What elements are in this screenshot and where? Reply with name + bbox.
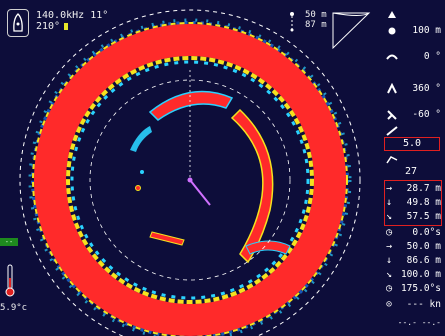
inner-echo-strip bbox=[149, 231, 185, 246]
marker-row-slant: ↘ 57.5 m bbox=[378, 210, 445, 224]
readout-row-1: ◷ 0.0°s bbox=[378, 226, 445, 240]
tilt-angle-icon bbox=[386, 54, 398, 60]
arrow-right-icon: → bbox=[386, 241, 393, 252]
readout-4-value: 100.0 m bbox=[400, 269, 441, 280]
inner-echo-dot-2 bbox=[140, 170, 144, 174]
arrow-down-icon: ↓ bbox=[386, 255, 393, 266]
boat-icon bbox=[13, 13, 23, 32]
panel-row-angle[interactable]: -60 ° bbox=[378, 108, 445, 122]
water-temperature: 5.9°c bbox=[0, 303, 28, 313]
panel-angle-value: -60 ° bbox=[412, 109, 441, 120]
echo-ring-outer-edge bbox=[32, 22, 348, 336]
clock-icon: ◷ bbox=[386, 283, 393, 294]
boat-mode-button[interactable] bbox=[7, 9, 29, 37]
speed-row: ⊙ --- kn bbox=[378, 298, 445, 312]
clock-icon: ◷ bbox=[386, 227, 393, 238]
transducer-status-tag: -- bbox=[0, 238, 18, 246]
readout-row-5: ◷ 175.0°s bbox=[378, 282, 445, 296]
marker-horizontal-value: 28.7 m bbox=[406, 183, 441, 194]
marker-vertical-value: 49.8 m bbox=[406, 197, 441, 208]
heading-value: 210° bbox=[36, 21, 61, 32]
range-readout: 50 m 87 m bbox=[305, 10, 327, 30]
inner-echo-lower-right bbox=[245, 240, 291, 255]
tilt-marker-icon bbox=[64, 22, 69, 30]
train-icon bbox=[387, 83, 397, 94]
panel-row-train[interactable]: 360 ° bbox=[378, 82, 445, 96]
weak-echo-halo-2 bbox=[28, 18, 352, 336]
bottom-dashes: --.- --.- bbox=[397, 318, 441, 327]
panel-range-value: 100 m bbox=[412, 25, 441, 36]
inner-echo-dot bbox=[135, 185, 141, 191]
step-value-box[interactable]: 5.0 bbox=[384, 137, 440, 151]
arrow-right-icon: → bbox=[386, 183, 393, 194]
panel-train-value: 360 ° bbox=[412, 83, 441, 94]
panel-row-range[interactable]: 100 m bbox=[378, 24, 445, 38]
panel-tilt-value: 0 ° bbox=[423, 51, 441, 62]
inner-echo-right bbox=[230, 108, 274, 264]
readout-5-value: 175.0°s bbox=[400, 283, 441, 294]
frequency-readout: 140.0kHz 11° 210° bbox=[36, 10, 108, 32]
readout-2-value: 50.0 m bbox=[406, 241, 441, 252]
readout-row-3: ↓ 86.6 m bbox=[378, 254, 445, 268]
marker-row-vertical: ↓ 49.8 m bbox=[378, 196, 445, 210]
range-value: 50 m bbox=[305, 10, 327, 20]
gain-value: 27 bbox=[405, 166, 418, 177]
bottom-dashes-row: --.- --.- bbox=[378, 316, 445, 330]
readout-1-value: 0.0°s bbox=[412, 227, 441, 238]
thermometer-icon bbox=[5, 264, 15, 297]
speed-icon: ⊙ bbox=[386, 299, 393, 310]
frequency-value: 140.0kHz bbox=[36, 10, 85, 21]
inner-echo-left bbox=[130, 126, 152, 152]
arrow-down-icon: ↓ bbox=[386, 197, 393, 208]
marker-slant-value: 57.5 m bbox=[406, 211, 441, 222]
range-icon bbox=[388, 27, 396, 35]
angle-icon bbox=[387, 110, 397, 120]
gain-icon bbox=[386, 156, 398, 164]
speed-value: --- kn bbox=[406, 299, 441, 310]
right-panel: 100 m 0 ° 360 ° -60 ° 5.0 27 → 28.7 m ↓ … bbox=[378, 0, 445, 336]
inner-echo-upper bbox=[148, 90, 234, 121]
panel-row-tilt[interactable]: 0 ° bbox=[378, 50, 445, 64]
tilt-fan-icon bbox=[332, 12, 371, 50]
echo-ring-inner-edge-2 bbox=[70, 60, 310, 300]
depth-value: 87 m bbox=[305, 20, 327, 30]
readout-3-value: 86.6 m bbox=[406, 255, 441, 266]
tilt-icon bbox=[388, 11, 396, 18]
echo-ring-inner-edge bbox=[66, 56, 314, 304]
range-scale-icon bbox=[290, 12, 294, 32]
marker-row-horizontal: → 28.7 m bbox=[378, 182, 445, 196]
marker-distance-box[interactable] bbox=[384, 180, 442, 226]
arrow-diagonal-icon: ↘ bbox=[386, 269, 393, 280]
arrow-diagonal-icon: ↘ bbox=[386, 211, 393, 222]
range-ring-inner bbox=[89, 79, 291, 281]
tilt-value: 11° bbox=[90, 10, 109, 21]
echo-ring bbox=[34, 24, 346, 336]
readout-row-4: ↘ 100.0 m bbox=[378, 268, 445, 282]
step-icon bbox=[386, 126, 398, 136]
heading-line bbox=[189, 179, 211, 206]
readout-row-2: → 50.0 m bbox=[378, 240, 445, 254]
outer-range-ring bbox=[19, 9, 361, 336]
